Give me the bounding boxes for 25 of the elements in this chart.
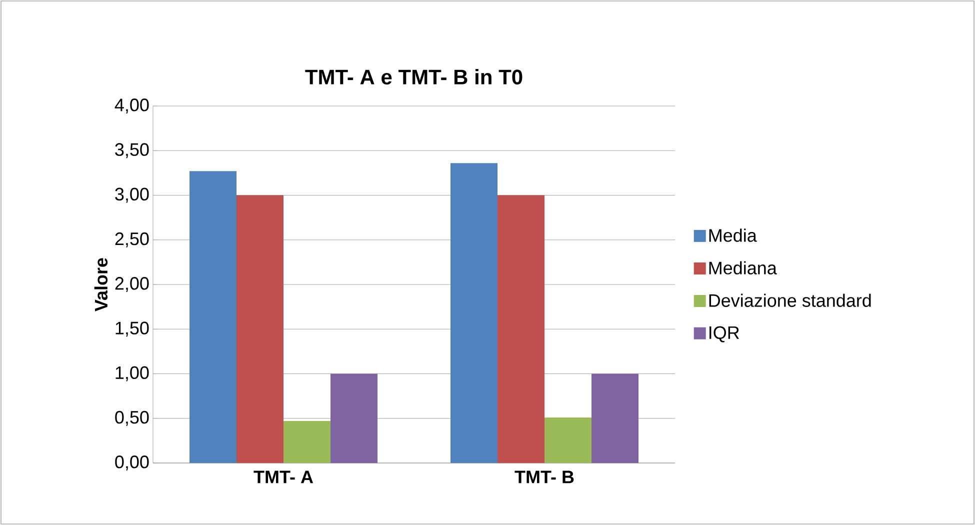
legend-label: IQR bbox=[710, 326, 740, 342]
bar bbox=[190, 171, 236, 463]
bar bbox=[450, 163, 498, 463]
y-tick-label: 4,00 bbox=[114, 98, 149, 114]
legend-label: Mediana bbox=[709, 261, 777, 274]
x-tick-label: TMT- A bbox=[254, 470, 314, 484]
y-tick-label: 0,50 bbox=[115, 410, 149, 426]
bar bbox=[236, 195, 284, 463]
x-tick-label: TMT- B bbox=[514, 470, 574, 484]
y-tick-label: 2,50 bbox=[115, 232, 149, 248]
chart-title: TMT- A e TMT- B in T0 bbox=[305, 69, 522, 84]
legend-label: Media bbox=[709, 228, 757, 242]
bar bbox=[498, 195, 544, 463]
y-tick-label: 3,00 bbox=[115, 188, 149, 203]
bar bbox=[544, 417, 592, 463]
bar bbox=[330, 374, 378, 463]
bar bbox=[284, 421, 330, 463]
y-axis-title: Valore bbox=[94, 258, 108, 312]
y-tick-label: 1,50 bbox=[116, 322, 149, 337]
y-tick-label: 1,00 bbox=[116, 366, 149, 382]
y-tick-label: 2,00 bbox=[115, 277, 149, 292]
y-tick-label: 3,50 bbox=[115, 143, 149, 158]
legend-label: Deviazione standard bbox=[709, 294, 871, 307]
bar bbox=[592, 374, 639, 463]
y-tick-label: 0,00 bbox=[115, 456, 149, 470]
